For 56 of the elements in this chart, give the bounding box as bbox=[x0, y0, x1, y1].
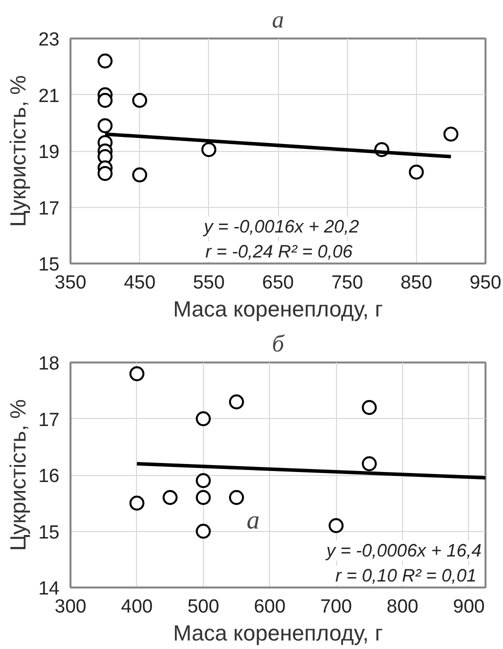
point bbox=[98, 92, 113, 108]
y-tick-label: 21 bbox=[38, 86, 60, 107]
x-tick-label: 350 bbox=[54, 272, 86, 294]
x-axis-title: Маса коренеплоду, г bbox=[173, 296, 383, 322]
x-tick-label: 600 bbox=[254, 596, 286, 618]
point bbox=[443, 126, 458, 142]
point bbox=[98, 54, 113, 68]
point bbox=[362, 400, 377, 415]
y-tick-label: 16 bbox=[38, 466, 60, 487]
point bbox=[162, 490, 178, 505]
annotation: y = -0,0016x + 20,2 bbox=[202, 216, 360, 236]
x-tick-label: 800 bbox=[386, 596, 418, 618]
point bbox=[196, 411, 211, 426]
annotation: y = -0,0006x + 16,4 bbox=[324, 540, 482, 560]
x-tick-label: 850 bbox=[400, 272, 432, 294]
y-tick-label: 15 bbox=[38, 522, 60, 544]
x-tick-label: 950 bbox=[470, 272, 502, 294]
x-tick-label: 400 bbox=[121, 596, 153, 618]
x-tick-label: 750 bbox=[331, 272, 364, 294]
y-axis-title: Цукристість, % bbox=[5, 75, 30, 227]
x-tick-label: 650 bbox=[262, 272, 294, 294]
point bbox=[196, 490, 211, 505]
chart-title: б bbox=[272, 332, 285, 358]
x-tick-label: 300 bbox=[54, 596, 86, 618]
y-tick-label: 19 bbox=[38, 142, 60, 163]
point bbox=[196, 524, 211, 539]
point bbox=[98, 118, 113, 134]
point bbox=[229, 394, 244, 410]
point bbox=[98, 166, 113, 181]
y-tick-label: 17 bbox=[38, 198, 60, 220]
point bbox=[129, 366, 144, 382]
annotation: r = -0,24 R² = 0,06 bbox=[205, 242, 354, 262]
x-tick-label: 500 bbox=[187, 596, 220, 618]
y-tick-label: 23 bbox=[38, 30, 60, 50]
x-tick-label: 450 bbox=[124, 272, 156, 294]
point bbox=[328, 518, 344, 534]
point bbox=[132, 92, 148, 108]
point bbox=[229, 490, 244, 505]
point bbox=[362, 456, 377, 472]
point bbox=[132, 167, 148, 182]
point bbox=[196, 473, 211, 488]
y-axis-title: Цукристість, % bbox=[5, 399, 30, 551]
y-tick-label: 18 bbox=[38, 354, 60, 374]
chart-title: а bbox=[272, 8, 284, 34]
x-tick-label: 550 bbox=[192, 272, 225, 294]
y-tick-label: 14 bbox=[38, 578, 60, 600]
annotation: а bbox=[246, 506, 260, 534]
x-axis-title: Маса коренеплоду, г bbox=[173, 620, 383, 646]
y-tick-label: 17 bbox=[38, 410, 60, 431]
x-tick-label: 700 bbox=[320, 596, 352, 618]
point bbox=[129, 496, 144, 511]
point bbox=[408, 164, 424, 180]
annotation: r = 0,10 R² = 0,01 bbox=[335, 566, 477, 586]
point bbox=[201, 142, 216, 158]
y-tick-label: 15 bbox=[38, 254, 60, 276]
x-tick-label: 900 bbox=[453, 596, 485, 618]
